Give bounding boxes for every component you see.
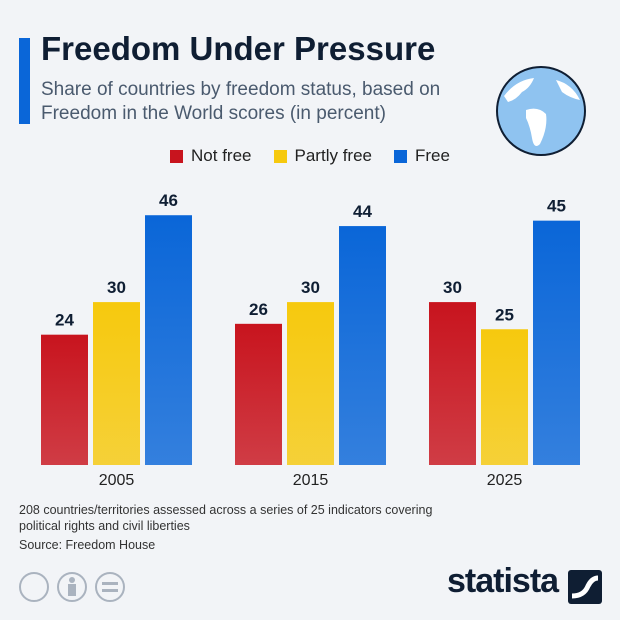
data-label: 30 xyxy=(301,278,320,297)
bar xyxy=(533,220,580,465)
data-label: 45 xyxy=(547,197,566,216)
globe-icon xyxy=(496,66,586,156)
x-tick-label: 2025 xyxy=(487,472,523,489)
chart: 24 30 46 2005 26 30 44 2015 30 25 45 2025 xyxy=(41,191,580,489)
chart-title: Freedom Under Pressure xyxy=(41,30,436,67)
x-tick-label: 2005 xyxy=(99,472,135,489)
bar xyxy=(339,226,386,465)
brand-logo: statista xyxy=(447,562,559,600)
bar xyxy=(429,302,476,465)
brand-mark xyxy=(568,570,602,604)
legend-swatch xyxy=(170,149,184,163)
bar xyxy=(287,302,334,465)
x-tick-label: 2015 xyxy=(293,472,329,489)
legend-label: Not free xyxy=(191,146,252,165)
legend: Not free Partly free Free xyxy=(0,146,620,166)
data-label: 44 xyxy=(353,202,372,221)
legend-label: Free xyxy=(415,146,450,165)
bar xyxy=(93,302,140,465)
note: 208 countries/territories assessed acros… xyxy=(19,503,433,533)
license-icons xyxy=(19,572,125,602)
legend-swatch xyxy=(273,149,287,163)
legend-item: Partly free xyxy=(273,146,372,166)
bar xyxy=(145,215,192,465)
legend-item: Free xyxy=(394,146,450,166)
data-label: 30 xyxy=(107,278,126,297)
chart-subtitle: Share of countries by freedom status, ba… xyxy=(41,79,441,124)
data-label: 24 xyxy=(55,311,74,330)
legend-item: Not free xyxy=(170,146,252,166)
data-label: 26 xyxy=(249,300,268,319)
bar xyxy=(235,323,282,465)
bar xyxy=(41,334,88,465)
data-label: 30 xyxy=(443,278,462,297)
legend-label: Partly free xyxy=(294,146,372,165)
source: Source: Freedom House xyxy=(19,538,156,552)
legend-swatch xyxy=(394,149,407,163)
data-label: 46 xyxy=(159,191,178,210)
title-accent xyxy=(19,38,30,124)
bar xyxy=(481,329,528,465)
data-label: 25 xyxy=(495,305,514,324)
